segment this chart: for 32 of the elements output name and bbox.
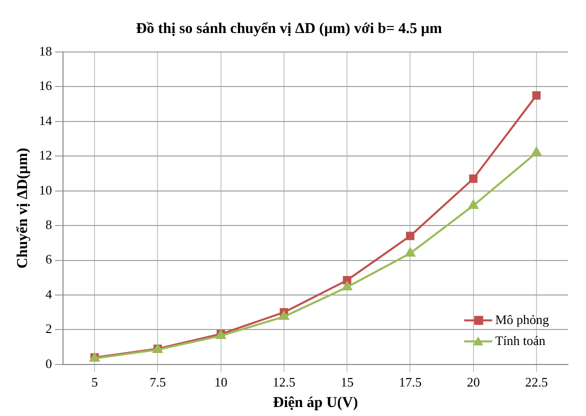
- point: [468, 200, 478, 209]
- point: [406, 232, 414, 240]
- x-tick-label: 10: [214, 374, 228, 390]
- x-tick-label: 12.5: [272, 374, 296, 390]
- point: [405, 248, 416, 257]
- y-tick-label: 10: [39, 182, 52, 198]
- point: [342, 276, 352, 284]
- legend-label: Mô phỏng: [495, 312, 550, 327]
- y-tick-label: 18: [39, 43, 52, 58]
- point: [532, 147, 542, 156]
- x-tick-label: 5: [91, 374, 98, 390]
- y-axis-title: Chuyển vị ΔD(µm): [14, 148, 31, 268]
- x-tick-label: 20: [466, 374, 480, 390]
- y-tick-label: 0: [46, 356, 52, 371]
- y-tick-label: 6: [46, 252, 52, 267]
- y-tick-label: 4: [46, 286, 52, 302]
- y-tick-label: 2: [46, 321, 52, 336]
- chart-title: Đồ thị so sánh chuyển vị ΔD (µm) với b= 4.5 µm: [136, 20, 443, 37]
- point: [279, 311, 289, 320]
- point: [532, 91, 541, 100]
- point: [469, 174, 478, 183]
- point: [342, 282, 352, 290]
- y-tick-label: 14: [39, 112, 52, 128]
- y-tick-label: 12: [39, 148, 52, 163]
- x-tick-label: 17.5: [398, 374, 422, 390]
- y-tick-label: 16: [39, 78, 52, 94]
- x-tick-label: 15: [340, 374, 354, 390]
- x-axis-title: Điện áp U(V): [273, 394, 358, 411]
- legend-label: Tính toán: [495, 332, 546, 348]
- x-tick-label: 7.5: [150, 374, 166, 390]
- y-tick-label: 8: [46, 216, 52, 232]
- x-tick-label: 22.5: [525, 374, 548, 390]
